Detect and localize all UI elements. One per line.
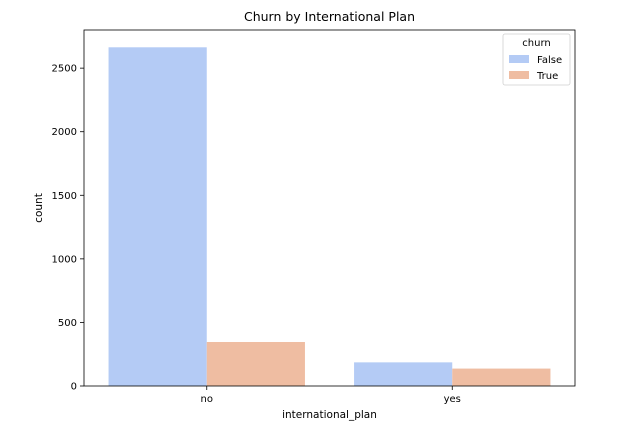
x-axis: no yes (201, 386, 461, 405)
y-tick-label: 0 (71, 382, 77, 393)
y-tick-label: 1000 (52, 254, 77, 265)
chart-title: Churn by International Plan (244, 9, 415, 24)
bar-yes-false (354, 362, 453, 386)
y-tick-label: 500 (58, 318, 77, 329)
legend-entry-true: True (536, 71, 558, 82)
x-tick-label-no: no (201, 394, 213, 405)
legend-title: churn (522, 38, 550, 49)
legend: churn False True (502, 33, 571, 86)
legend-swatch-false (509, 55, 529, 63)
x-axis-label: international_plan (282, 409, 377, 421)
legend-swatch-true (509, 71, 529, 79)
bars-group (108, 47, 551, 386)
x-tick-label-yes: yes (444, 394, 461, 405)
y-tick-label: 2500 (52, 64, 77, 75)
y-axis: 0 500 1000 1500 2000 2500 (52, 64, 84, 393)
bar-yes-true (452, 368, 551, 386)
plot-frame (83, 29, 576, 387)
y-tick-label: 1500 (52, 191, 77, 202)
y-tick-label: 2000 (52, 127, 77, 138)
bar-no-true (206, 342, 305, 386)
legend-entry-false: False (537, 55, 562, 66)
bar-no-false (108, 47, 207, 386)
y-axis-label: count (33, 193, 45, 223)
